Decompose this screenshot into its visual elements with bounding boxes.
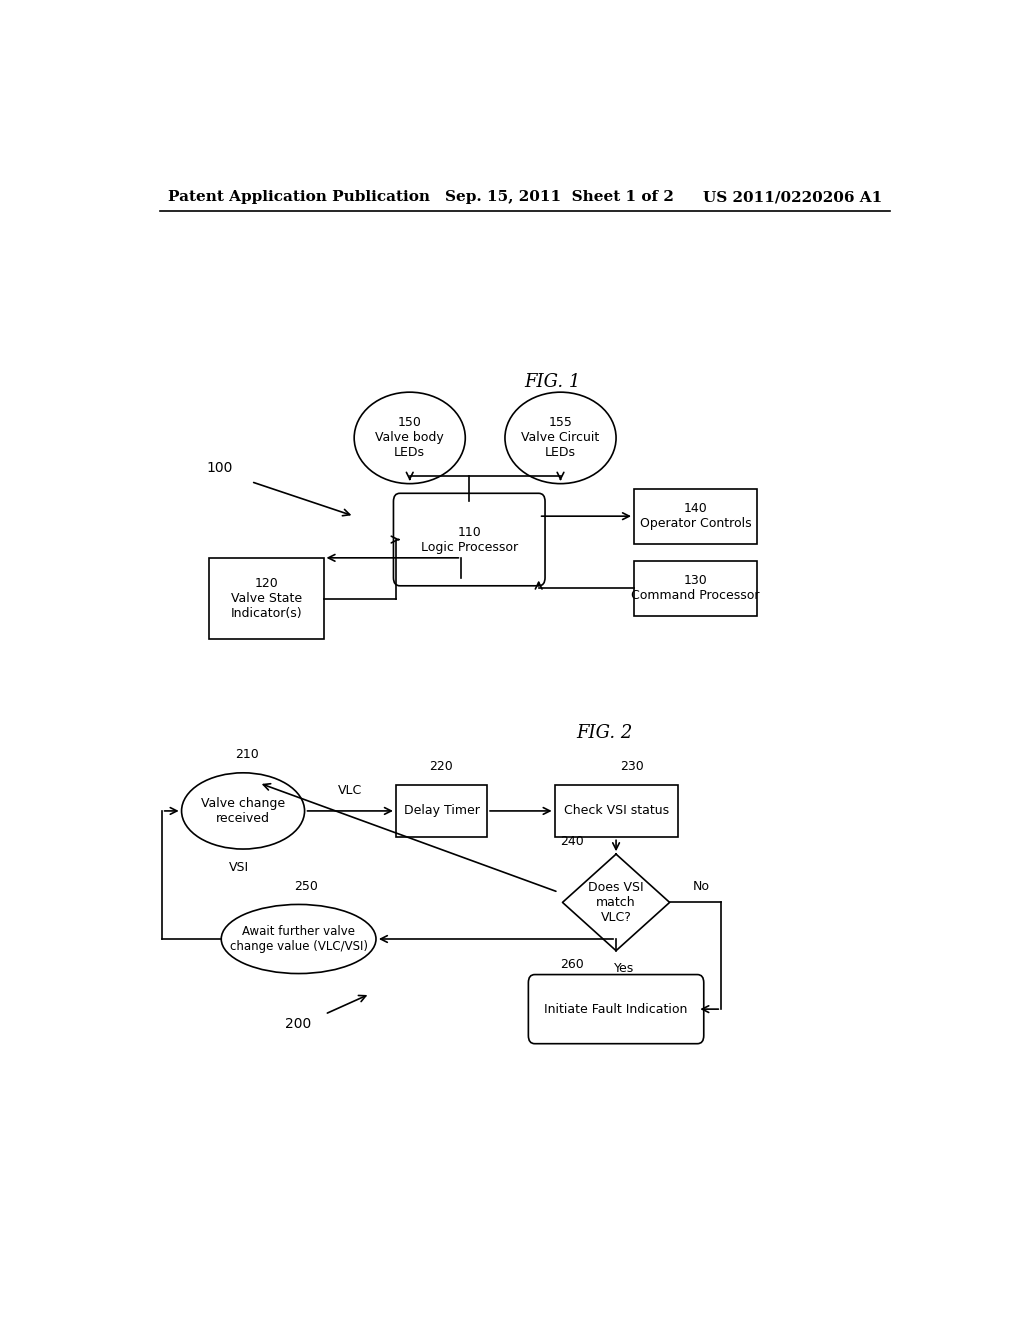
Text: 110
Logic Processor: 110 Logic Processor	[421, 525, 518, 553]
Text: 220: 220	[430, 760, 454, 772]
Text: 210: 210	[236, 748, 259, 762]
Text: FIG. 1: FIG. 1	[524, 374, 581, 391]
Text: 130
Command Processor: 130 Command Processor	[631, 574, 760, 602]
Text: 100: 100	[206, 462, 232, 475]
Text: 120
Valve State
Indicator(s): 120 Valve State Indicator(s)	[231, 577, 303, 620]
Text: Sep. 15, 2011  Sheet 1 of 2: Sep. 15, 2011 Sheet 1 of 2	[445, 190, 675, 205]
Text: 155
Valve Circuit
LEDs: 155 Valve Circuit LEDs	[521, 416, 600, 459]
Text: Check VSI status: Check VSI status	[563, 804, 669, 817]
Text: 150
Valve body
LEDs: 150 Valve body LEDs	[376, 416, 444, 459]
Text: Delay Timer: Delay Timer	[403, 804, 479, 817]
Text: 260: 260	[560, 958, 585, 972]
Text: 250: 250	[295, 879, 318, 892]
Text: 240: 240	[560, 836, 585, 849]
Text: VLC: VLC	[338, 784, 362, 797]
Text: Await further valve
change value (VLC/VSI): Await further valve change value (VLC/VS…	[229, 925, 368, 953]
Text: Yes: Yes	[613, 962, 634, 975]
Text: Valve change
received: Valve change received	[201, 797, 285, 825]
Text: 140
Operator Controls: 140 Operator Controls	[640, 502, 752, 531]
Text: Patent Application Publication: Patent Application Publication	[168, 190, 430, 205]
Text: FIG. 2: FIG. 2	[575, 723, 633, 742]
Text: 200: 200	[286, 1018, 311, 1031]
Text: VSI: VSI	[229, 861, 249, 874]
Text: Does VSI
match
VLC?: Does VSI match VLC?	[588, 880, 644, 924]
Text: 230: 230	[621, 760, 644, 772]
Text: Initiate Fault Indication: Initiate Fault Indication	[545, 1003, 688, 1015]
Text: US 2011/0220206 A1: US 2011/0220206 A1	[703, 190, 883, 205]
Text: No: No	[693, 879, 710, 892]
